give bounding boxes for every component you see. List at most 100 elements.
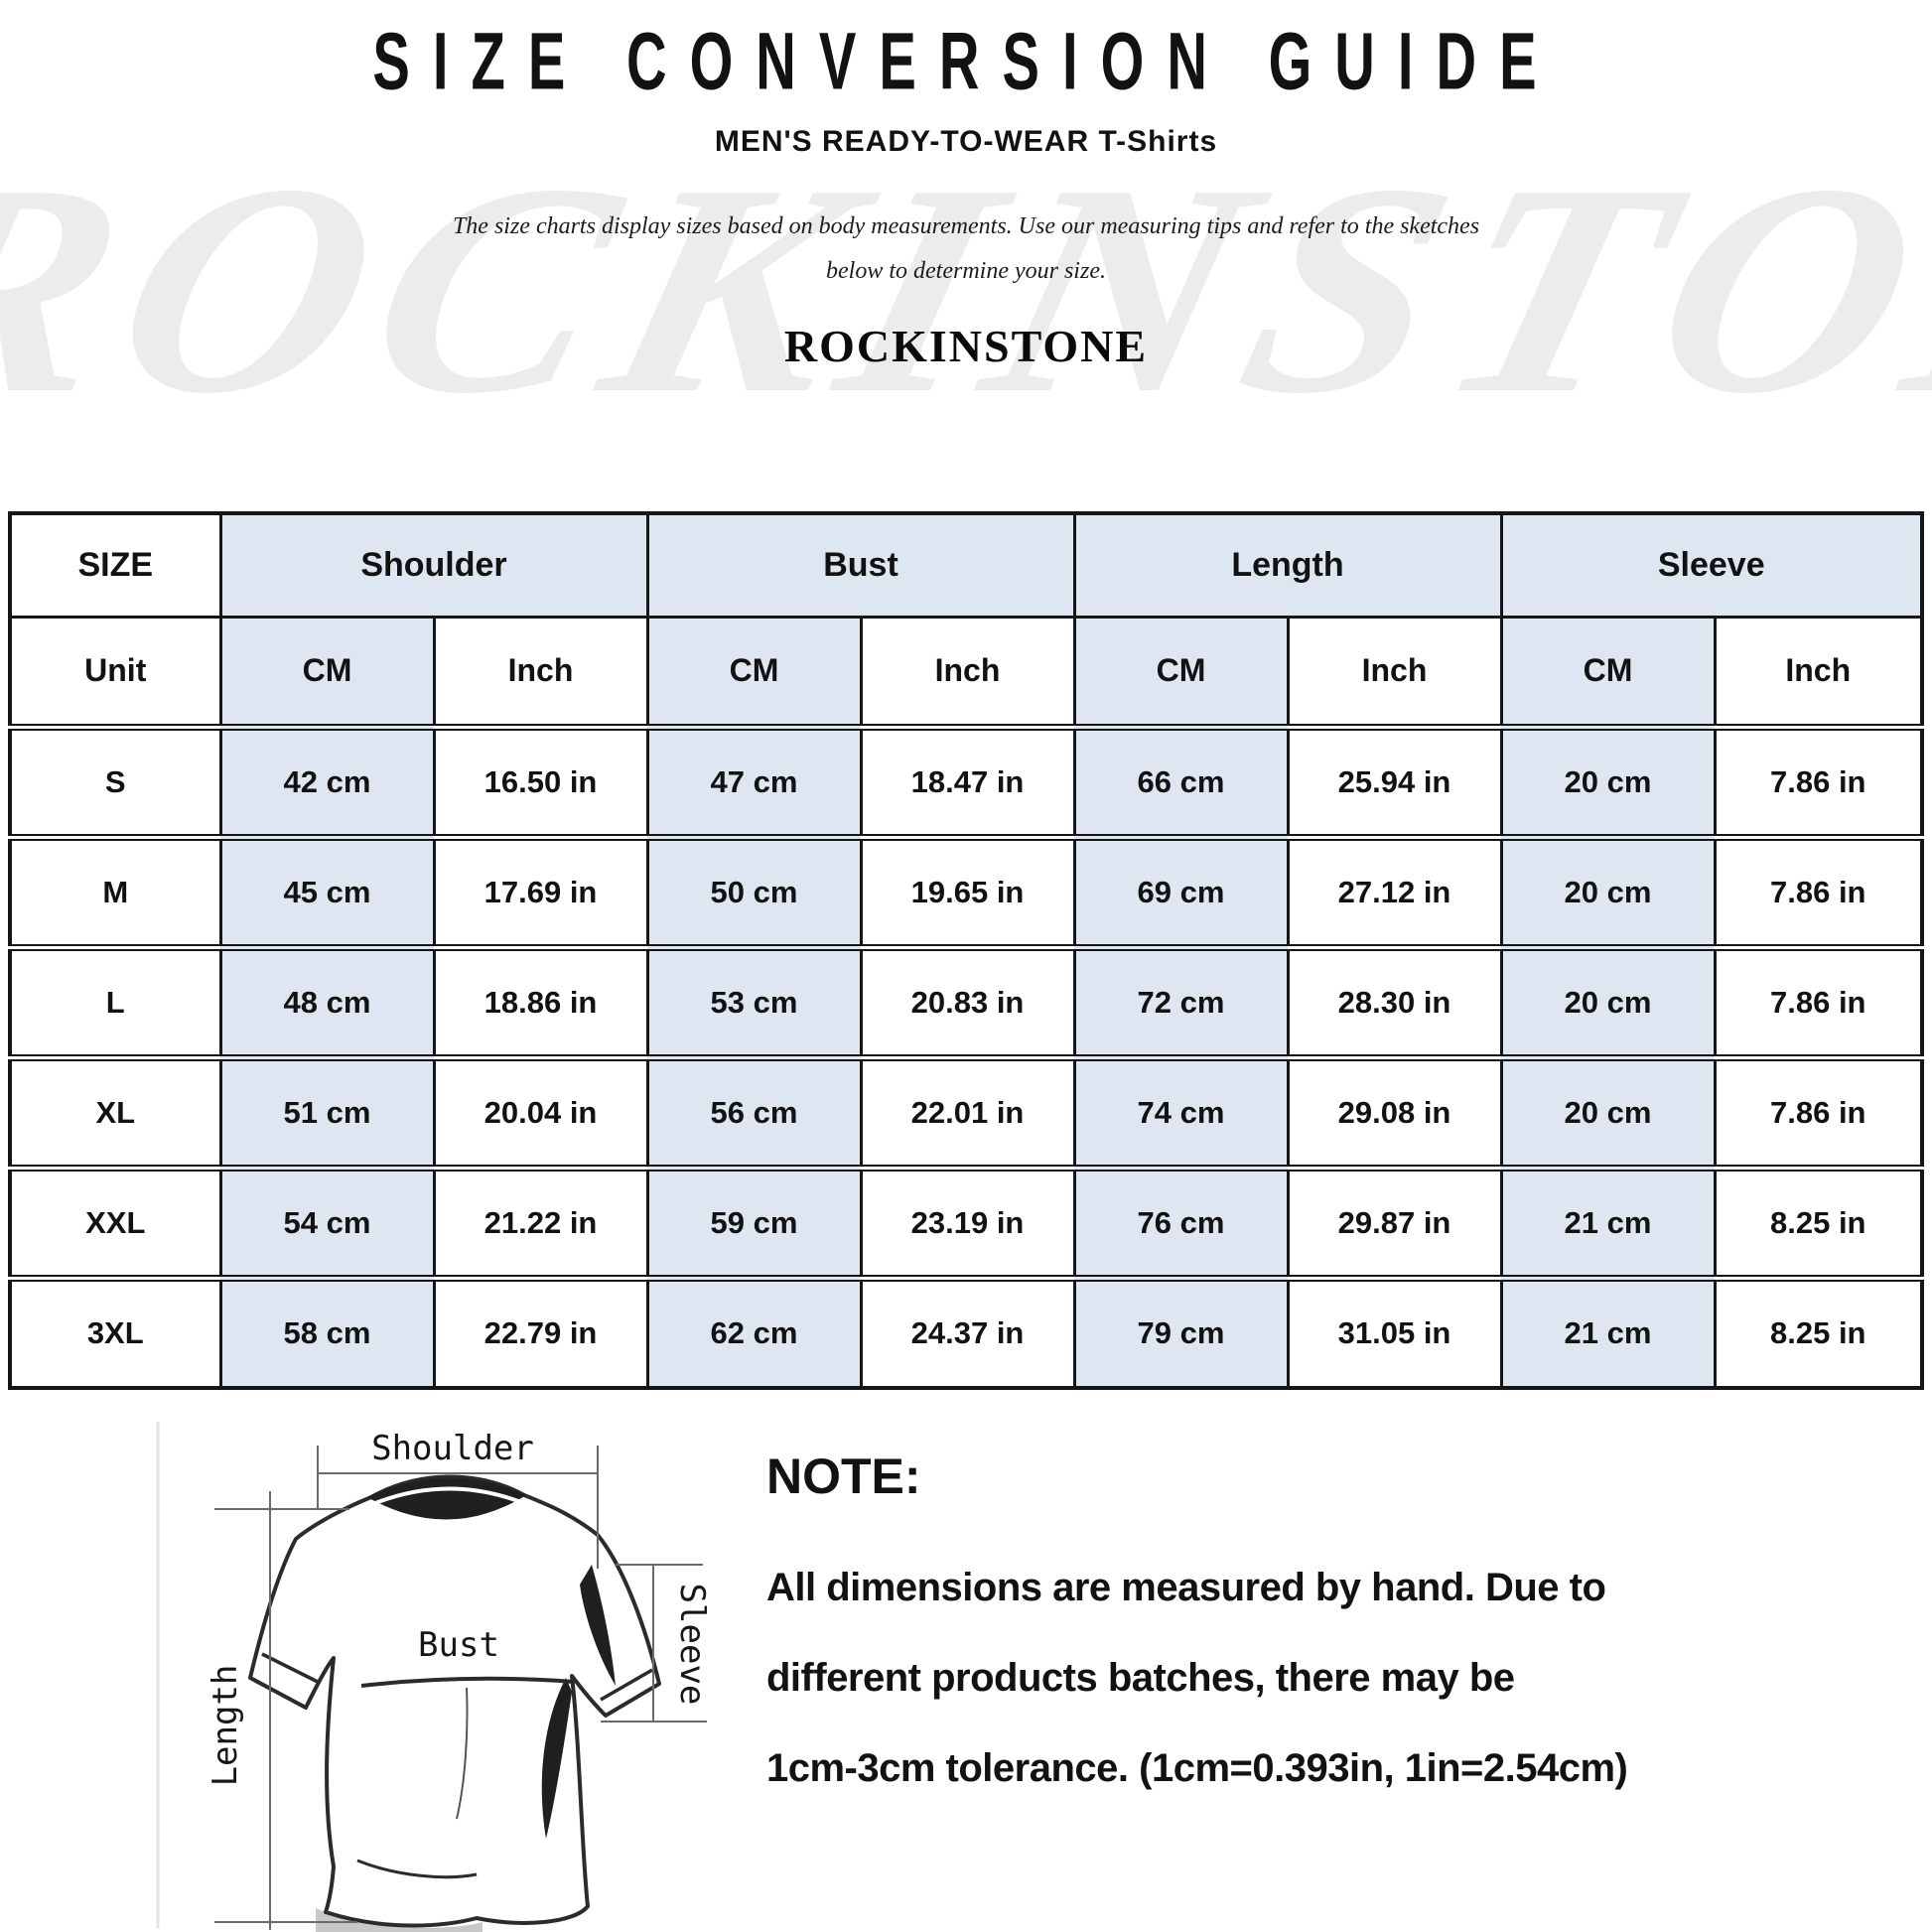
measure-cell: 16.50 in bbox=[432, 723, 649, 839]
left-cuff-line bbox=[261, 1652, 319, 1684]
hem-fold-line bbox=[356, 1859, 478, 1879]
measure-cell: 7.86 in bbox=[1713, 1053, 1924, 1170]
measure-cell: 17.69 in bbox=[432, 833, 649, 949]
measure-cell: 19.65 in bbox=[859, 833, 1076, 949]
note-line-1: All dimensions are measured by hand. Due… bbox=[766, 1566, 1606, 1609]
measure-cell: 22.01 in bbox=[859, 1053, 1076, 1170]
length-label: Length bbox=[206, 1665, 245, 1787]
unit-label: Unit bbox=[8, 615, 222, 729]
measure-cell: 28.30 in bbox=[1286, 943, 1503, 1059]
note-line-3: 1cm-3cm tolerance. (1cm=0.393in, 1in=2.5… bbox=[766, 1746, 1628, 1790]
note-heading: NOTE: bbox=[766, 1449, 921, 1504]
unit-cell: Inch bbox=[859, 615, 1076, 729]
size-conversion-table: SIZE Shoulder Bust Length Sleeve Unit CM… bbox=[8, 511, 1924, 1390]
sleeve-label: Sleeve bbox=[672, 1584, 712, 1706]
page-subtitle: MEN'S READY-TO-WEAR T-Shirts bbox=[714, 125, 1218, 158]
measure-cell: 21 cm bbox=[1499, 1274, 1717, 1390]
measure-cell: 50 cm bbox=[645, 833, 863, 949]
measure-cell: 29.87 in bbox=[1286, 1164, 1503, 1280]
measure-cell: 58 cm bbox=[218, 1274, 436, 1390]
measure-cell: 20 cm bbox=[1499, 833, 1717, 949]
sleeve-fold-shading bbox=[580, 1565, 616, 1686]
table-row: XL 51 cm 20.04 in 56 cm 22.01 in 74 cm 2… bbox=[8, 1053, 1924, 1170]
measure-cell: 7.86 in bbox=[1713, 833, 1924, 949]
description-line-2: below to determine your size. bbox=[826, 258, 1106, 284]
measure-cell: 23.19 in bbox=[859, 1164, 1076, 1280]
measure-cell: 21 cm bbox=[1499, 1164, 1717, 1280]
description-text: The size charts display sizes based on b… bbox=[0, 205, 1932, 294]
measure-cell: 76 cm bbox=[1072, 1164, 1290, 1280]
unit-cell: CM bbox=[218, 615, 436, 729]
table-group-header-row: SIZE Shoulder Bust Length Sleeve bbox=[8, 511, 1924, 619]
collar-rib-line bbox=[374, 1486, 519, 1505]
bust-measure-line bbox=[360, 1676, 575, 1688]
shoulder-label: Shoulder bbox=[371, 1429, 534, 1468]
note-line-2: different products batches, there may be bbox=[766, 1656, 1515, 1700]
unit-cell: Inch bbox=[1713, 615, 1924, 729]
right-cuff-line bbox=[600, 1668, 653, 1702]
unit-cell: Inch bbox=[432, 615, 649, 729]
table-row: XXL 54 cm 21.22 in 59 cm 23.19 in 76 cm … bbox=[8, 1164, 1924, 1280]
measure-cell: 54 cm bbox=[218, 1164, 436, 1280]
group-header-bust: Bust bbox=[645, 511, 1076, 619]
chest-fold-line bbox=[456, 1687, 469, 1820]
description-line-1: The size charts display sizes based on b… bbox=[452, 213, 1480, 239]
measure-cell: 21.22 in bbox=[432, 1164, 649, 1280]
tshirt-measurement-diagram: Shoulder Length Bust Sleeve bbox=[149, 1418, 745, 1932]
size-label: XXL bbox=[8, 1164, 222, 1280]
measure-cell: 8.25 in bbox=[1713, 1274, 1924, 1390]
table-row: L 48 cm 18.86 in 53 cm 20.83 in 72 cm 28… bbox=[8, 943, 1924, 1059]
measure-cell: 74 cm bbox=[1072, 1053, 1290, 1170]
collar bbox=[367, 1477, 526, 1520]
unit-cell: CM bbox=[1499, 615, 1717, 729]
measure-cell: 24.37 in bbox=[859, 1274, 1076, 1390]
torso-fold-shading bbox=[541, 1678, 572, 1839]
unit-cell: CM bbox=[1072, 615, 1290, 729]
measure-cell: 56 cm bbox=[645, 1053, 863, 1170]
size-label: XL bbox=[8, 1053, 222, 1170]
measure-cell: 8.25 in bbox=[1713, 1164, 1924, 1280]
measure-cell: 69 cm bbox=[1072, 833, 1290, 949]
measure-cell: 47 cm bbox=[645, 723, 863, 839]
note-section: NOTE: All dimensions are measured by han… bbox=[766, 1448, 1928, 1814]
measure-cell: 72 cm bbox=[1072, 943, 1290, 1059]
table-row: M 45 cm 17.69 in 50 cm 19.65 in 69 cm 27… bbox=[8, 833, 1924, 949]
measure-cell: 18.86 in bbox=[432, 943, 649, 1059]
measure-cell: 18.47 in bbox=[859, 723, 1076, 839]
unit-cell: CM bbox=[645, 615, 863, 729]
table-row: S 42 cm 16.50 in 47 cm 18.47 in 66 cm 25… bbox=[8, 723, 1924, 839]
group-header-length: Length bbox=[1072, 511, 1503, 619]
measure-cell: 7.86 in bbox=[1713, 723, 1924, 839]
size-column-header: SIZE bbox=[8, 511, 222, 619]
size-label: 3XL bbox=[8, 1274, 222, 1390]
table-unit-row: Unit CM Inch CM Inch CM Inch CM Inch bbox=[8, 615, 1924, 729]
measure-cell: 31.05 in bbox=[1286, 1274, 1503, 1390]
measure-cell: 7.86 in bbox=[1713, 943, 1924, 1059]
size-label: M bbox=[8, 833, 222, 949]
measure-cell: 53 cm bbox=[645, 943, 863, 1059]
measure-cell: 22.79 in bbox=[432, 1274, 649, 1390]
table-row: 3XL 58 cm 22.79 in 62 cm 24.37 in 79 cm … bbox=[8, 1274, 1924, 1390]
measure-cell: 20 cm bbox=[1499, 1053, 1717, 1170]
measure-cell: 62 cm bbox=[645, 1274, 863, 1390]
measure-cell: 29.08 in bbox=[1286, 1053, 1503, 1170]
measure-cell: 45 cm bbox=[218, 833, 436, 949]
group-header-shoulder: Shoulder bbox=[218, 511, 649, 619]
measure-cell: 27.12 in bbox=[1286, 833, 1503, 949]
measure-cell: 66 cm bbox=[1072, 723, 1290, 839]
measure-cell: 59 cm bbox=[645, 1164, 863, 1280]
measure-cell: 20.04 in bbox=[432, 1053, 649, 1170]
measure-cell: 79 cm bbox=[1072, 1274, 1290, 1390]
page-title: SIZE CONVERSION GUIDE bbox=[372, 15, 1560, 107]
measure-cell: 48 cm bbox=[218, 943, 436, 1059]
measure-cell: 20 cm bbox=[1499, 943, 1717, 1059]
measure-cell: 20 cm bbox=[1499, 723, 1717, 839]
size-label: L bbox=[8, 943, 222, 1059]
unit-cell: Inch bbox=[1286, 615, 1503, 729]
measure-cell: 42 cm bbox=[218, 723, 436, 839]
group-header-sleeve: Sleeve bbox=[1499, 511, 1924, 619]
measure-cell: 25.94 in bbox=[1286, 723, 1503, 839]
measure-cell: 20.83 in bbox=[859, 943, 1076, 1059]
size-label: S bbox=[8, 723, 222, 839]
